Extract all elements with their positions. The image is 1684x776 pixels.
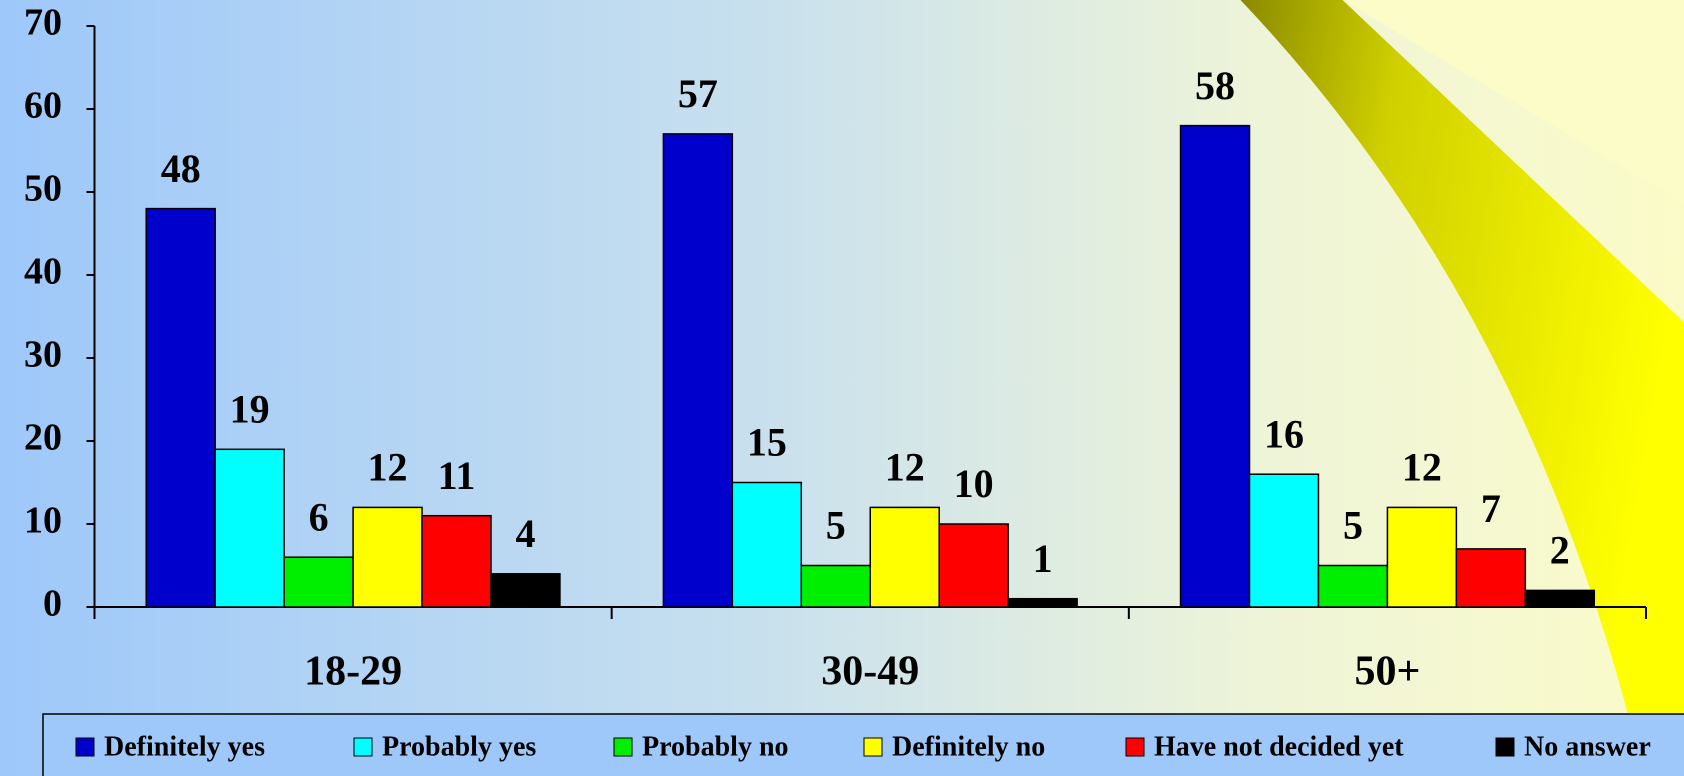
bar <box>662 133 734 608</box>
y-tick-label: 0 <box>43 583 62 625</box>
data-label: 57 <box>678 71 718 116</box>
bar <box>1524 589 1596 608</box>
bar <box>869 506 940 608</box>
legend-swatch <box>75 737 95 757</box>
data-label: 11 <box>438 453 476 498</box>
y-tick-label: 50 <box>24 168 62 210</box>
data-label: 12 <box>1402 445 1442 490</box>
bar <box>490 573 561 608</box>
bar <box>1248 473 1320 608</box>
y-tick-label: 40 <box>24 251 62 293</box>
bar <box>731 481 803 608</box>
bar <box>214 448 285 608</box>
bar <box>800 564 871 608</box>
bar <box>283 556 354 608</box>
legend-swatch <box>353 737 373 757</box>
decoration <box>1240 0 1684 776</box>
legend-label: Definitely no <box>892 731 1045 762</box>
data-label: 15 <box>747 420 787 465</box>
legend-label: Probably no <box>642 731 789 762</box>
bar <box>1386 506 1458 608</box>
legend-label: Have not decided yet <box>1154 731 1404 762</box>
data-label: 5 <box>1343 503 1363 548</box>
legend-swatch <box>1125 737 1145 757</box>
data-label: 6 <box>309 494 329 539</box>
bar <box>1455 548 1527 608</box>
data-label: 48 <box>161 146 201 191</box>
data-label: 7 <box>1481 486 1501 531</box>
data-label: 10 <box>954 461 994 506</box>
y-tick-label: 60 <box>24 85 62 127</box>
x-tick-label: 50+ <box>1354 649 1420 695</box>
x-tick-label: 30-49 <box>821 649 919 695</box>
bar <box>1317 564 1389 608</box>
data-label: 16 <box>1264 411 1304 456</box>
data-label: 1 <box>1033 536 1053 581</box>
legend-swatch <box>1495 737 1515 757</box>
page-curl <box>1240 0 1684 776</box>
legend-swatch <box>863 737 883 757</box>
legend-label: Definitely yes <box>104 731 265 762</box>
page-corner <box>1342 0 1684 205</box>
bar <box>1007 597 1078 608</box>
y-tick-label: 30 <box>24 334 62 376</box>
data-label: 4 <box>515 511 535 556</box>
y-tick-label: 10 <box>24 500 62 542</box>
legend-swatch <box>613 737 633 757</box>
data-label: 12 <box>368 445 408 490</box>
x-tick-label: 18-29 <box>304 649 402 695</box>
data-label: 58 <box>1195 63 1235 108</box>
data-label: 5 <box>826 503 846 548</box>
bar <box>1179 124 1251 608</box>
data-label: 2 <box>1550 528 1570 573</box>
bar <box>145 207 216 608</box>
y-tick-label: 20 <box>24 417 62 459</box>
bar <box>421 514 492 608</box>
bar <box>938 523 1009 608</box>
data-label: 12 <box>885 445 925 490</box>
bar <box>352 506 423 608</box>
legend-label: No answer <box>1524 731 1651 762</box>
legend-label: Probably yes <box>382 731 536 762</box>
data-label: 19 <box>230 386 270 431</box>
y-tick-label: 70 <box>24 2 62 44</box>
